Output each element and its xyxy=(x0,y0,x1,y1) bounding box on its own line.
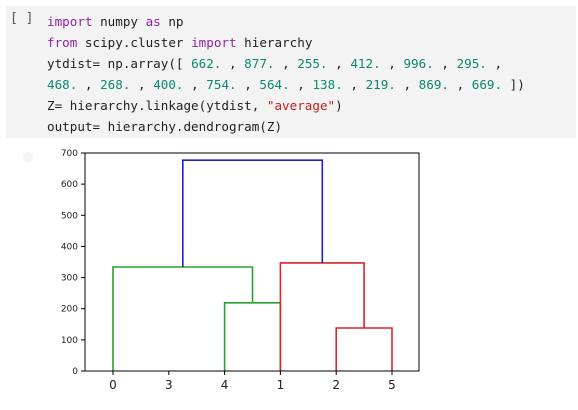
code-token: 268. xyxy=(100,77,131,92)
output-indicator xyxy=(23,152,33,162)
code-line: output= hierarchy.dendrogram(Z) xyxy=(47,116,525,137)
code-token: Z= hierarchy.linkage(ytdist, xyxy=(47,98,267,113)
code-token: ]) xyxy=(502,77,525,92)
code-token: import xyxy=(191,35,237,50)
code-token: import xyxy=(47,14,93,29)
code-line: import numpy as np xyxy=(47,11,525,32)
y-tick-label: 500 xyxy=(61,211,78,221)
code-line: ytdist= np.array([ 662. , 877. , 255. , … xyxy=(47,53,525,74)
code-cell[interactable] xyxy=(6,6,576,138)
code-token: "average" xyxy=(266,98,336,113)
code-token: ) xyxy=(335,98,343,113)
code-token: as xyxy=(145,14,161,29)
code-token: , xyxy=(221,56,245,71)
code-token: , xyxy=(449,77,472,92)
code-token: , xyxy=(183,77,207,92)
code-token: hierarchy xyxy=(236,35,313,50)
code-token: 295. xyxy=(456,56,487,71)
y-tick-label: 300 xyxy=(61,274,78,284)
code-token: 255. xyxy=(297,56,328,71)
code-token: , xyxy=(77,77,101,92)
leaf-label: 1 xyxy=(277,378,285,392)
code-editor[interactable]: import numpy as np from scipy.cluster imp… xyxy=(47,11,525,137)
code-token: 996. xyxy=(403,56,434,71)
dendrogram-link xyxy=(335,327,393,371)
leaf-label: 4 xyxy=(221,378,229,392)
dendrogram-links xyxy=(112,159,393,371)
code-token: 564. xyxy=(259,77,290,92)
code-token: 412. xyxy=(350,56,381,71)
code-token: , xyxy=(289,77,313,92)
code-token: 754. xyxy=(206,77,237,92)
leaf-label: 2 xyxy=(332,378,340,392)
y-tick-label: 200 xyxy=(61,305,78,315)
code-line: Z= hierarchy.linkage(ytdist, "average") xyxy=(47,95,525,116)
code-token: 869. xyxy=(418,77,449,92)
code-token: 669. xyxy=(471,77,503,92)
code-token: numpy xyxy=(92,14,146,29)
code-token: , xyxy=(327,56,351,71)
y-axis: 0 100 200 300 400 500 600 700 xyxy=(61,149,85,377)
y-tick-label: 100 xyxy=(61,336,78,346)
dendrogram-link xyxy=(279,262,365,371)
code-token: 468. xyxy=(47,77,78,92)
plot-frame xyxy=(84,152,420,372)
run-cell-button[interactable]: [ ] xyxy=(10,11,34,26)
code-token: ytdist= np.array([ xyxy=(47,56,192,71)
code-token: , xyxy=(342,77,366,92)
code-token: , xyxy=(380,56,404,71)
dendrogram-link xyxy=(223,301,282,371)
code-token: , xyxy=(274,56,298,71)
y-tick-label: 600 xyxy=(61,180,78,190)
code-token: , xyxy=(236,77,260,92)
code-token: , xyxy=(395,77,419,92)
code-token: 219. xyxy=(365,77,396,92)
code-token: output= hierarchy.dendrogram(Z) xyxy=(47,119,283,134)
code-token: 400. xyxy=(153,77,184,92)
leaf-label: 5 xyxy=(388,378,396,392)
x-axis: 0 3 4 1 2 5 xyxy=(109,371,396,392)
code-token: 877. xyxy=(244,56,275,71)
code-token: scipy.cluster xyxy=(77,35,192,50)
dendrogram-link xyxy=(112,266,254,371)
y-tick-label: 700 xyxy=(61,149,78,159)
code-token: , xyxy=(130,77,154,92)
dendrogram-link xyxy=(182,159,324,267)
code-line: from scipy.cluster import hierarchy xyxy=(47,32,525,53)
code-token: np xyxy=(160,14,184,29)
code-token: 138. xyxy=(312,77,343,92)
code-token: , xyxy=(433,56,457,71)
code-token: , xyxy=(486,56,503,71)
y-tick-label: 400 xyxy=(61,242,78,252)
y-tick-label: 0 xyxy=(72,367,78,377)
code-token: 662. xyxy=(191,56,222,71)
leaf-label: 0 xyxy=(109,378,117,392)
leaf-label: 3 xyxy=(165,378,173,392)
code-token: from xyxy=(47,35,78,50)
code-line: 468. , 268. , 400. , 754. , 564. , 138. … xyxy=(47,74,525,95)
